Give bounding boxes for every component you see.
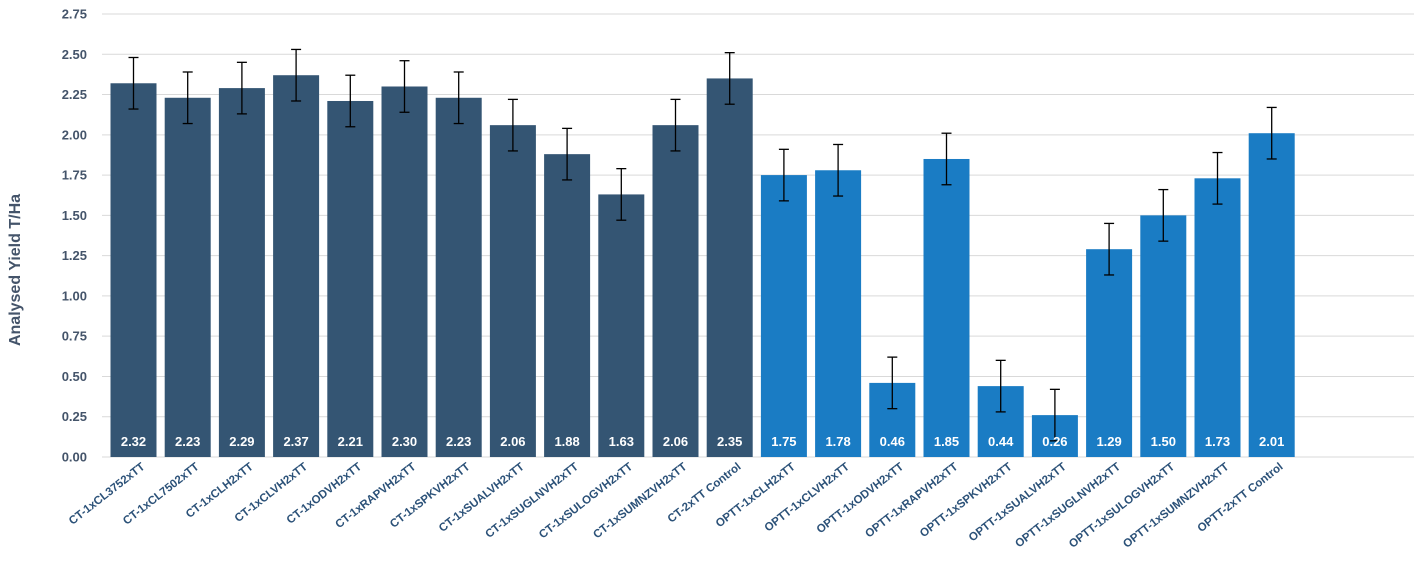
data-label: 1.73 <box>1205 434 1230 449</box>
data-label: 0.26 <box>1042 434 1067 449</box>
error-bar <box>724 52 735 105</box>
bars <box>110 75 1295 458</box>
data-label: 1.78 <box>825 434 850 449</box>
data-label: 2.23 <box>446 434 471 449</box>
bar <box>815 170 862 457</box>
bar <box>598 194 645 457</box>
error-bar <box>182 71 193 125</box>
y-tick-label: 0.25 <box>62 409 87 424</box>
data-label: 0.46 <box>880 434 905 449</box>
data-label: 1.29 <box>1096 434 1121 449</box>
data-label: 2.37 <box>283 434 308 449</box>
y-tick-label: 0.75 <box>62 329 87 344</box>
error-bar <box>128 56 139 110</box>
y-tick-label: 2.25 <box>62 87 87 102</box>
bar <box>1086 249 1133 457</box>
bar <box>923 158 970 457</box>
error-bar <box>778 148 789 202</box>
bar <box>544 154 591 457</box>
data-label: 2.06 <box>663 434 688 449</box>
y-tick-label: 2.75 <box>62 7 87 22</box>
category-label: CT-1xSULOGVH2xTT <box>537 461 635 541</box>
y-tick-label: 2.50 <box>62 47 87 62</box>
data-labels: 2.32 2.23 2.29 2.37 2.21 2.30 2.23 2.06 1.88 1.63… <box>121 434 1285 449</box>
category-label: OPTT-1xSUALVH2xTT <box>967 461 1069 544</box>
category-label: OPTT-1xRAPVH2xTT <box>863 461 960 540</box>
error-bar <box>1212 151 1223 205</box>
bar <box>381 86 428 457</box>
error-bar <box>1104 222 1115 276</box>
category-labels: CT-1xCL3752xTTCT-1xCL7502xTTCT-1xCLH2xTT… <box>67 461 1286 551</box>
y-tick-label: 1.75 <box>62 168 87 183</box>
bar <box>760 175 807 457</box>
data-label: 1.85 <box>934 434 959 449</box>
data-label: 0.44 <box>988 434 1014 449</box>
bar <box>1140 215 1187 457</box>
error-bar <box>941 132 952 186</box>
bar <box>110 83 157 457</box>
data-label: 2.32 <box>121 434 146 449</box>
error-bar <box>833 143 844 197</box>
gridlines <box>102 13 1414 458</box>
data-label: 2.35 <box>717 434 742 449</box>
data-label: 1.88 <box>554 434 579 449</box>
category-label: OPTT-1xSPKVH2xTT <box>918 461 1015 540</box>
y-tick-label: 0.50 <box>62 369 87 384</box>
bar <box>489 125 536 458</box>
bar <box>327 100 374 458</box>
error-bar <box>887 356 898 410</box>
bar <box>1194 178 1241 457</box>
bar <box>164 97 211 457</box>
data-label: 1.50 <box>1151 434 1176 449</box>
bar <box>1248 133 1295 457</box>
y-tick-label: 1.00 <box>62 288 87 303</box>
error-bar <box>453 71 464 125</box>
error-bar <box>562 127 573 181</box>
data-label: 1.75 <box>771 434 796 449</box>
category-label: CT-1xSUMNZVH2xTT <box>591 461 689 541</box>
error-bar <box>291 48 302 102</box>
y-tick-labels: 0.00 0.25 0.50 0.75 1.00 1.25 1.50 1.75 2.00 2.25… <box>62 7 87 465</box>
y-tick-label: 1.50 <box>62 208 87 223</box>
y-tick-label: 0.00 <box>62 450 87 465</box>
error-bars <box>128 48 1277 442</box>
category-label: OPTT-1xSUGLNVH2xTT <box>1013 461 1123 550</box>
data-label: 2.01 <box>1259 434 1284 449</box>
error-bar <box>1049 388 1060 442</box>
category-label: OPTT-1xODVH2xTT <box>815 461 906 536</box>
y-tick-label: 1.25 <box>62 248 87 263</box>
bar <box>706 78 753 457</box>
bar <box>218 88 265 458</box>
error-bar <box>345 74 356 128</box>
error-bar <box>670 98 681 152</box>
error-bar <box>1158 188 1169 242</box>
category-label: CT-1xSUGLNVH2xTT <box>483 461 581 541</box>
category-label: OPTT-1xSULOGVH2xTT <box>1067 461 1177 551</box>
error-bar <box>616 167 627 221</box>
bar <box>435 97 482 457</box>
bar <box>652 125 699 458</box>
y-axis-label: Analysed Yield T/Ha <box>7 194 24 346</box>
error-bar <box>995 359 1006 413</box>
data-label: 2.21 <box>338 434 363 449</box>
error-bar <box>507 98 518 152</box>
y-tick-label: 2.00 <box>62 127 87 142</box>
error-bar <box>236 61 247 115</box>
data-label: 1.63 <box>609 434 634 449</box>
category-label: OPTT-1xSUMNZVH2xTT <box>1121 461 1231 551</box>
error-bar <box>1266 106 1277 160</box>
data-label: 2.23 <box>175 434 200 449</box>
data-label: 2.29 <box>229 434 254 449</box>
data-label: 2.30 <box>392 434 417 449</box>
error-bar <box>399 60 410 113</box>
bar <box>273 75 320 458</box>
data-label: 2.06 <box>500 434 525 449</box>
